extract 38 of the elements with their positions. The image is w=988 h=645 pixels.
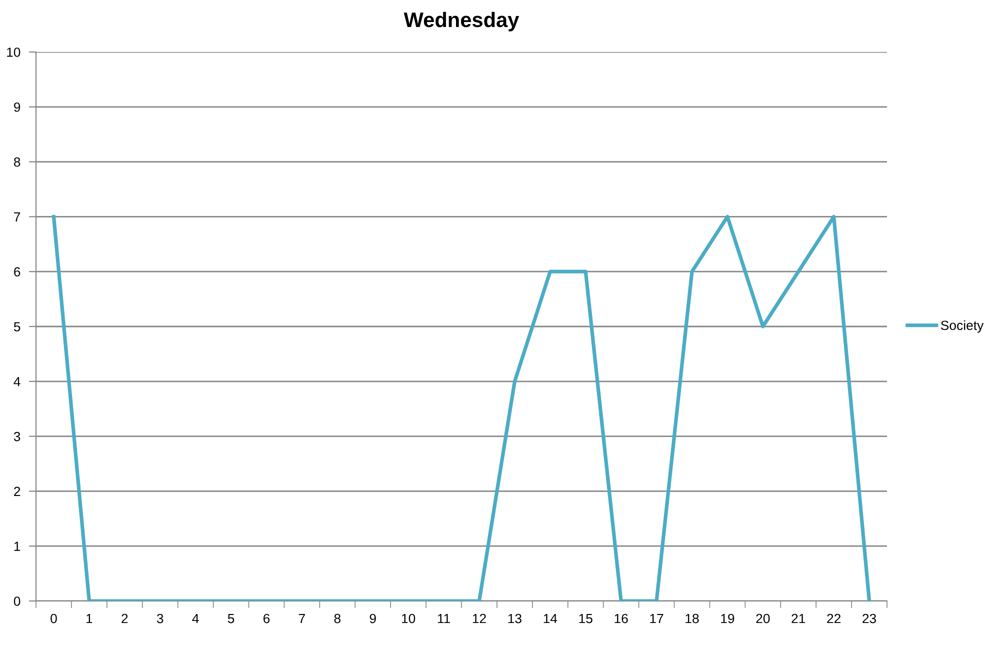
y-tick-label: 8 bbox=[14, 157, 20, 167]
y-tick-label: 6 bbox=[14, 267, 20, 277]
x-tick-label: 4 bbox=[192, 614, 199, 624]
legend-label: Society bbox=[940, 320, 984, 333]
x-tick-label: 8 bbox=[334, 614, 340, 624]
x-tick-label: 12 bbox=[472, 614, 486, 624]
y-tick-label: 0 bbox=[14, 596, 20, 606]
x-tick-label: 15 bbox=[579, 614, 592, 624]
y-tick-label: 1 bbox=[14, 542, 20, 551]
x-tick-label: 19 bbox=[721, 614, 734, 624]
y-tick-label: 4 bbox=[14, 377, 20, 386]
y-tick-label: 10 bbox=[7, 48, 20, 57]
x-tick-label: 20 bbox=[756, 614, 770, 624]
x-tick-label: 13 bbox=[508, 614, 522, 624]
x-tick-label: 21 bbox=[792, 614, 806, 624]
x-tick-label: 0 bbox=[50, 614, 57, 624]
x-tick-label: 5 bbox=[228, 614, 234, 624]
x-tick-label: 11 bbox=[438, 614, 450, 624]
x-tick-label: 14 bbox=[544, 614, 558, 624]
y-tick-label: 9 bbox=[14, 102, 20, 112]
x-tick-label: 17 bbox=[650, 614, 664, 624]
x-tick-label: 9 bbox=[370, 614, 376, 624]
x-tick-label: 1 bbox=[86, 614, 92, 624]
y-tick-label: 2 bbox=[14, 486, 20, 496]
x-tick-label: 6 bbox=[263, 614, 270, 624]
y-tick-label: 5 bbox=[14, 322, 20, 332]
chart-title: Wednesday bbox=[404, 12, 520, 32]
y-tick-label: 3 bbox=[14, 432, 20, 442]
x-tick-label: 22 bbox=[827, 614, 840, 624]
y-tick-label: 7 bbox=[14, 212, 20, 222]
x-tick-label: 18 bbox=[686, 614, 699, 624]
x-tick-label: 23 bbox=[862, 614, 876, 624]
x-tick-label: 3 bbox=[156, 614, 164, 624]
x-tick-label: 10 bbox=[402, 614, 416, 624]
x-tick-label: 2 bbox=[122, 614, 128, 624]
x-tick-label: 7 bbox=[298, 614, 305, 624]
x-tick-label: 16 bbox=[614, 614, 628, 624]
line-series bbox=[52, 214, 872, 601]
